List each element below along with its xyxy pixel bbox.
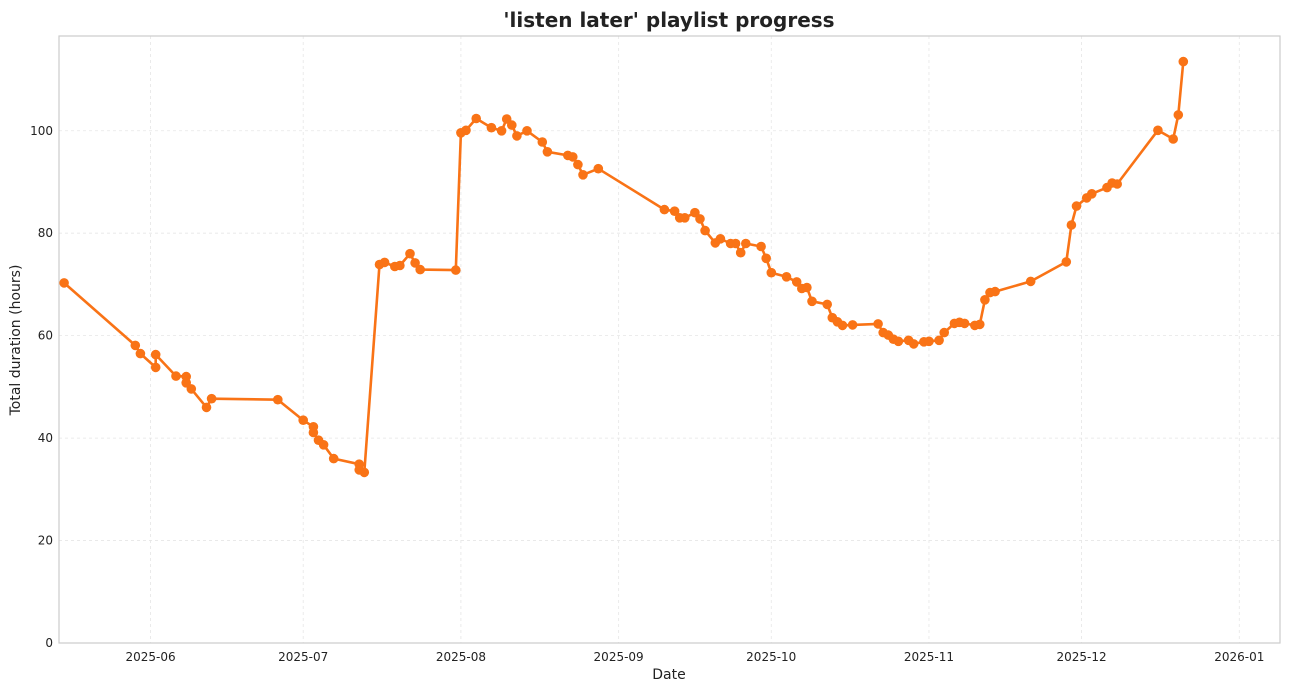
data-point: [791, 277, 802, 287]
data-point: [741, 238, 751, 249]
series: [59, 56, 1189, 478]
data-point: [873, 319, 883, 329]
x-tick-label: 2025-09: [594, 650, 644, 664]
ticks: 2025-06 2025-07 2025-08 2025-09 2025-10 2025-…: [30, 124, 1264, 664]
series-line: [63, 61, 1185, 474]
data-point: [522, 126, 532, 136]
data-point: [298, 415, 309, 426]
data-point: [924, 336, 934, 347]
data-point: [1168, 134, 1178, 144]
data-point: [273, 394, 283, 405]
data-point: [405, 248, 415, 259]
data-point: [700, 225, 710, 236]
data-point: [1061, 257, 1072, 267]
data-point: [568, 152, 578, 162]
data-point: [171, 371, 181, 381]
x-tick-label: 2025-11: [904, 650, 954, 664]
x-tick-label: 2025-12: [1057, 650, 1107, 664]
chart-title: 'listen later' playlist progress: [503, 8, 834, 32]
data-point: [975, 319, 985, 330]
plot-frame: [58, 35, 1281, 644]
x-tick-label: 2025-06: [126, 650, 176, 664]
data-point: [451, 265, 461, 275]
data-point: [802, 282, 812, 293]
x-tick-label: 2025-07: [278, 650, 328, 664]
data-point: [695, 214, 705, 224]
data-point: [359, 467, 370, 478]
data-point: [1178, 56, 1189, 67]
data-point: [659, 204, 670, 215]
data-point: [308, 427, 319, 438]
data-point: [990, 286, 1000, 297]
data-point: [939, 327, 949, 338]
x-tick-label: 2025-08: [436, 650, 486, 664]
data-point: [461, 125, 471, 136]
data-point: [486, 122, 497, 133]
data-point: [761, 253, 771, 264]
data-point: [715, 234, 726, 244]
data-point: [669, 206, 680, 216]
data-point: [837, 320, 848, 331]
data-point: [471, 113, 482, 124]
data-point: [537, 137, 548, 147]
data-point: [328, 453, 339, 464]
x-tick-label: 2025-10: [746, 650, 796, 664]
data-point: [847, 320, 858, 330]
grid: [59, 36, 1280, 644]
data-point: [1173, 110, 1184, 120]
data-point: [1066, 220, 1077, 230]
data-point: [59, 278, 69, 288]
data-point: [735, 247, 746, 258]
data-point: [934, 335, 944, 346]
data-point: [1153, 125, 1163, 136]
y-tick-label: 60: [38, 329, 53, 343]
data-point: [766, 267, 777, 278]
data-point: [130, 340, 141, 351]
data-point: [496, 126, 507, 136]
data-point: [781, 272, 792, 282]
data-point: [980, 295, 990, 305]
data-point: [573, 159, 583, 170]
data-point: [150, 362, 161, 373]
data-point: [415, 264, 426, 275]
y-tick-label: 100: [30, 124, 53, 138]
data-point: [1071, 201, 1082, 211]
data-point: [1087, 189, 1097, 199]
data-point: [410, 258, 420, 268]
data-point: [206, 393, 217, 404]
y-tick-label: 20: [38, 534, 53, 548]
y-tick-label: 80: [38, 226, 53, 240]
data-point: [507, 120, 517, 130]
data-point: [893, 336, 904, 347]
data-point: [1112, 179, 1122, 189]
data-point: [680, 213, 690, 223]
data-point: [542, 147, 553, 157]
data-point: [756, 241, 766, 252]
data-point: [959, 318, 970, 329]
data-point: [908, 339, 919, 349]
data-point: [807, 296, 817, 307]
data-point: [186, 384, 197, 394]
data-point: [150, 349, 161, 360]
y-axis-label: Total duration (hours): [8, 265, 24, 417]
data-point: [201, 402, 212, 413]
data-point: [135, 348, 146, 359]
x-axis-label: Date: [652, 667, 685, 683]
y-tick-label: 0: [45, 636, 53, 650]
data-point: [822, 299, 832, 310]
data-point: [593, 163, 604, 174]
data-point: [318, 440, 329, 450]
data-point: [395, 260, 405, 271]
data-point: [578, 170, 588, 180]
data-point: [1025, 276, 1036, 287]
data-point: [730, 238, 741, 249]
y-tick-label: 40: [38, 431, 53, 445]
data-point: [512, 131, 522, 141]
data-point: [379, 257, 390, 268]
x-tick-label: 2026-01: [1214, 650, 1264, 664]
